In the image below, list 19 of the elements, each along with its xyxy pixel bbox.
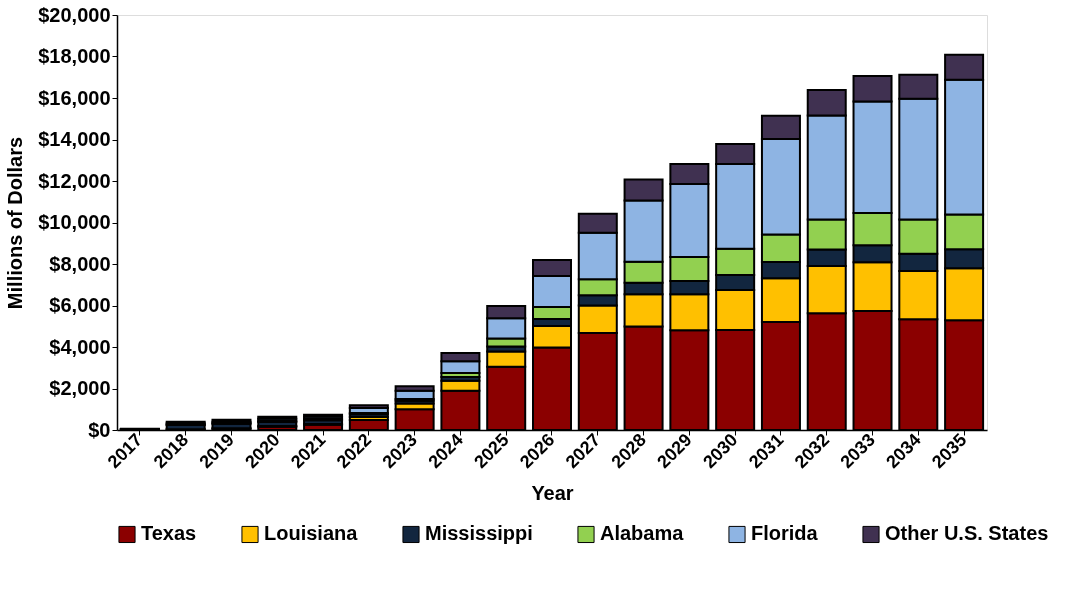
y-tick-label: $14,000 [38, 128, 111, 150]
y-tick-label: $0 [88, 418, 111, 441]
y-tick-label: $20,000 [38, 3, 111, 26]
y-tick-label: $10,000 [38, 211, 111, 233]
y-tick-label: $6,000 [49, 294, 111, 316]
y-tick-label: $8,000 [49, 252, 111, 275]
legend-label: Mississippi [425, 522, 533, 545]
y-tick-label: $18,000 [38, 45, 111, 67]
legend-label: Florida [751, 522, 819, 545]
legend-label: Louisiana [264, 522, 359, 545]
y-tick-label: $12,000 [38, 169, 111, 192]
y-axis-title: Millions of Dollars [4, 136, 27, 310]
x-axis-title: Year [531, 482, 574, 505]
y-tick-label: $2,000 [49, 377, 111, 399]
y-tick-label: $16,000 [38, 86, 111, 109]
legend-label: Texas [141, 522, 197, 545]
legend-label: Alabama [600, 522, 685, 545]
legend-label: Other U.S. States [885, 522, 1049, 545]
y-tick-label: $4,000 [49, 335, 111, 358]
